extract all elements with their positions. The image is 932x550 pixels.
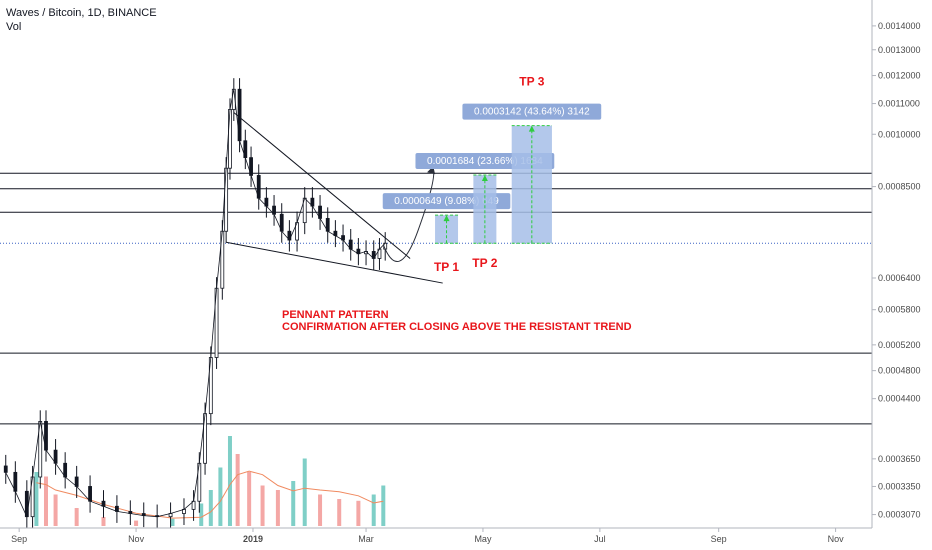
volume-bar: [199, 503, 204, 526]
target-name-label: TP 3: [519, 75, 544, 89]
volume-bar: [227, 436, 232, 526]
volume-bar: [318, 494, 323, 526]
volume-bars: [34, 436, 386, 526]
x-tick-label: Nov: [828, 534, 845, 544]
x-tick-label: Nov: [128, 534, 145, 544]
target-name-label: TP 2: [472, 256, 497, 270]
candle-body: [74, 476, 79, 487]
price-close-line: [5, 89, 386, 519]
candle-body: [24, 490, 29, 518]
y-tick-label: 0.0006400: [878, 273, 921, 283]
volume-bar: [101, 517, 106, 526]
target-arrow-head: [528, 125, 535, 132]
pennant-upper-trendline: [233, 112, 411, 259]
x-tick-label: Sep: [711, 534, 727, 544]
volume-bar: [34, 472, 39, 526]
x-tick-label: Sep: [11, 534, 27, 544]
volume-bar: [260, 485, 265, 526]
candle-body: [3, 465, 8, 473]
volume-bar: [302, 458, 307, 526]
volume-bar: [74, 508, 79, 526]
volume-indicator-label: Vol: [6, 21, 22, 33]
target-arrow-head: [443, 215, 450, 222]
candle-body: [228, 109, 232, 169]
volume-bar: [218, 467, 223, 526]
volume-bar: [170, 518, 175, 526]
x-tick-label: Jul: [594, 534, 606, 544]
volume-bar: [356, 500, 361, 526]
y-tick-label: 0.0008500: [878, 182, 921, 192]
symbol-title: Waves / Bitcoin, 1D, BINANCE: [6, 7, 157, 19]
y-tick-label: 0.0014000: [878, 21, 921, 31]
price-candles: [3, 78, 388, 529]
y-tick-label: 0.0003650: [878, 454, 921, 464]
target-arrow-head: [481, 174, 488, 181]
volume-bar: [43, 476, 48, 526]
volume-bar: [291, 481, 296, 526]
price-axis-area: [872, 0, 932, 550]
target-name-label: TP 1: [434, 260, 459, 274]
projection-path: [382, 168, 435, 262]
confirmation-note: CONFIRMATION AFTER CLOSING ABOVE THE RES…: [282, 321, 632, 333]
volume-bar: [53, 494, 58, 526]
volume-bar: [371, 494, 376, 526]
y-tick-label: 0.0011000: [878, 99, 920, 109]
target-label-text: 0.0003142 (43.64%) 3142: [474, 107, 590, 118]
chart-legend: Waves / Bitcoin, 1D, BINANCE Vol: [6, 6, 157, 34]
x-tick-label: May: [474, 534, 492, 544]
volume-bar: [337, 499, 342, 526]
target-label-text: 0.0001684 (23.66%) 1684: [427, 156, 543, 167]
x-tick-label: Mar: [358, 534, 374, 544]
target-range-box: [435, 215, 459, 244]
target-boxes: 0.0000649 (9.08%) 649 TP 1 0.0001684 (23.6…: [382, 75, 602, 274]
target-label-text: 0.0000649 (9.08%) 649: [394, 196, 499, 207]
y-tick-label: 0.0005800: [878, 305, 921, 315]
pennant-pattern-title: PENNANT PATTERN: [282, 309, 389, 321]
volume-bar: [247, 472, 252, 526]
pennant-lower-trendline: [226, 241, 443, 284]
y-tick-label: 0.0004800: [878, 366, 921, 376]
y-tick-label: 0.0013000: [878, 45, 921, 55]
y-tick-label: 0.0003070: [878, 510, 921, 520]
y-tick-label: 0.0004400: [878, 394, 921, 404]
y-tick-label: 0.0012000: [878, 71, 921, 81]
target-label-bg: [462, 103, 602, 120]
y-tick-label: 0.0005200: [878, 340, 921, 350]
volume-bar: [208, 490, 213, 526]
volume-bar: [381, 485, 386, 526]
volume-bar: [275, 490, 280, 526]
target-range-box: [473, 174, 497, 244]
candle-body: [88, 486, 92, 502]
y-tick-label: 0.0010000: [878, 129, 921, 139]
x-tick-label: 2019: [243, 534, 263, 544]
y-tick-label: 0.0003350: [878, 481, 921, 491]
candle-body: [224, 167, 229, 232]
volume-bar: [235, 454, 240, 526]
volume-bar: [134, 520, 139, 526]
